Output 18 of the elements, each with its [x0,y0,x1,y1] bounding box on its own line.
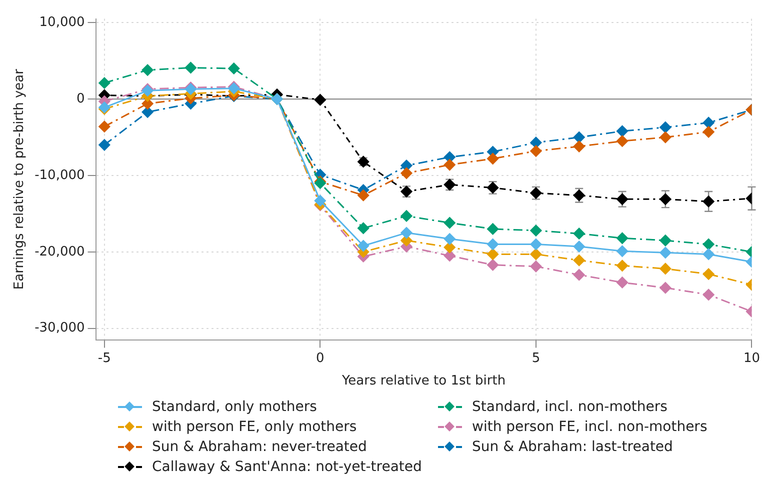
legend-label: Sun & Abraham: never-treated [152,439,367,455]
y-tick-label: 10,000 [39,14,85,30]
y-tick-label: -10,000 [34,168,85,183]
legend-label: Standard, incl. non-mothers [472,399,668,415]
legend-label: with person FE, only mothers [152,419,357,435]
legend-label: Standard, only mothers [152,399,317,415]
x-tick-label: 10 [743,350,760,366]
x-axis-title: Years relative to 1st birth [340,374,506,389]
legend-label: Sun & Abraham: last-treated [472,439,673,455]
x-tick-label: 5 [532,350,540,366]
legend-label: Callaway & Sant'Anna: not-yet-treated [152,459,422,475]
y-axis-title: Earnings relative to pre-birth year [12,68,28,290]
y-tick-label: 0 [76,91,85,106]
y-tick-label: -20,000 [34,244,85,260]
legend-label: with person FE, incl. non-mothers [472,419,708,435]
x-tick-label: -5 [98,350,111,366]
y-tick-label: -30,000 [34,320,85,336]
x-tick-label: 0 [316,350,324,366]
